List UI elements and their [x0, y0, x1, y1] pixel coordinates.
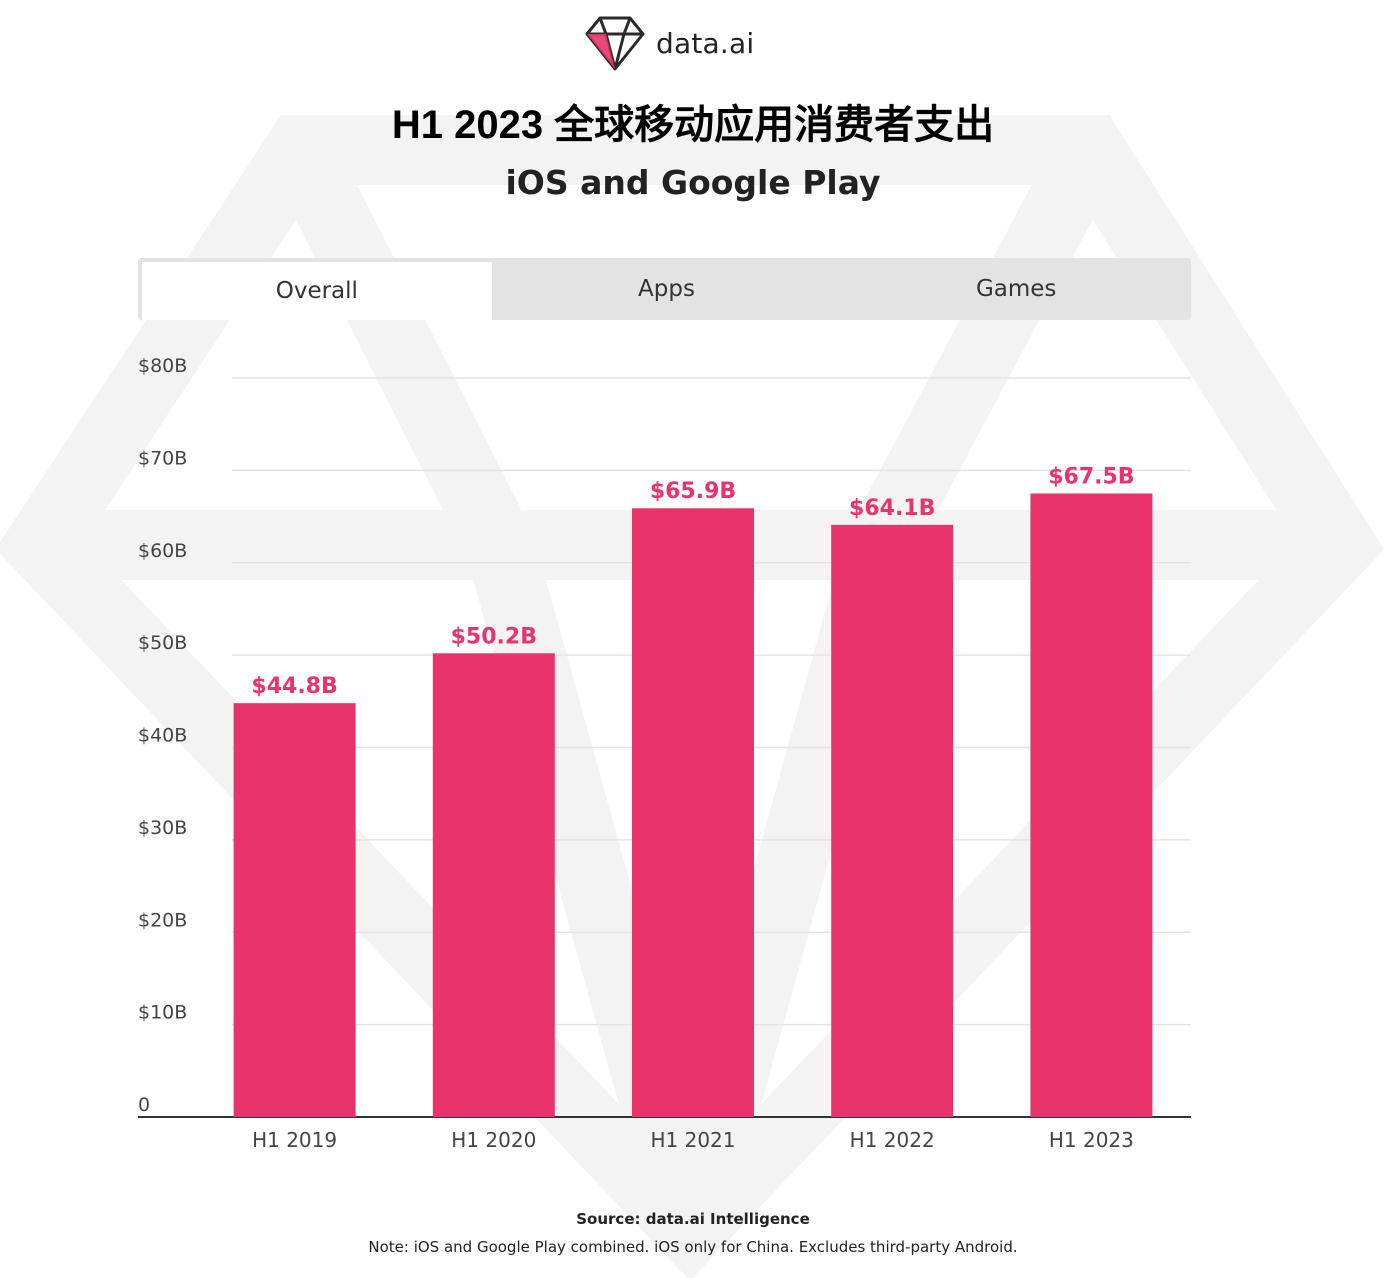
page-title: H1 2023 全球移动应用消费者支出 [391, 103, 995, 147]
x-tick-label: H1 2023 [1049, 1128, 1134, 1152]
y-tick-label: $80B [138, 355, 187, 377]
page-subtitle: iOS and Google Play [505, 163, 881, 202]
note-text: Note: iOS and Google Play combined. iOS … [368, 1238, 1018, 1256]
brand-logo: data.ai [584, 14, 754, 72]
x-tick-label: H1 2019 [252, 1128, 337, 1152]
data-label: $65.9B [650, 479, 736, 504]
y-tick-label: $50B [138, 632, 187, 654]
y-tick-label: $10B [138, 1002, 187, 1024]
y-tick-label: $60B [138, 540, 187, 562]
tab-bar: Overall Apps Games [138, 258, 1191, 320]
tab-games[interactable]: Games [975, 276, 1057, 302]
data-label: $44.8B [251, 674, 337, 699]
x-tick-label: H1 2022 [850, 1128, 935, 1152]
x-tick-label: H1 2020 [451, 1128, 536, 1152]
y-tick-label: 0 [138, 1094, 150, 1116]
source-text: Source: data.ai Intelligence [576, 1210, 810, 1228]
data-label: $64.1B [849, 496, 935, 521]
y-tick-label: $70B [138, 447, 187, 469]
bar [1030, 493, 1153, 1117]
diamond-icon [585, 16, 645, 71]
y-tick-label: $40B [138, 725, 187, 747]
data-label: $67.5B [1048, 464, 1134, 489]
logo-text: data.ai [656, 26, 755, 60]
bar [831, 524, 954, 1117]
x-tick-label: H1 2021 [650, 1128, 735, 1152]
y-tick-label: $20B [138, 909, 187, 931]
y-tick-label: $30B [138, 817, 187, 839]
bar [432, 653, 555, 1117]
data-label: $50.2B [451, 624, 537, 649]
bar [632, 508, 754, 1117]
tab-overall[interactable]: Overall [142, 262, 492, 320]
tab-apps[interactable]: Apps [638, 276, 695, 302]
bar [233, 703, 356, 1117]
